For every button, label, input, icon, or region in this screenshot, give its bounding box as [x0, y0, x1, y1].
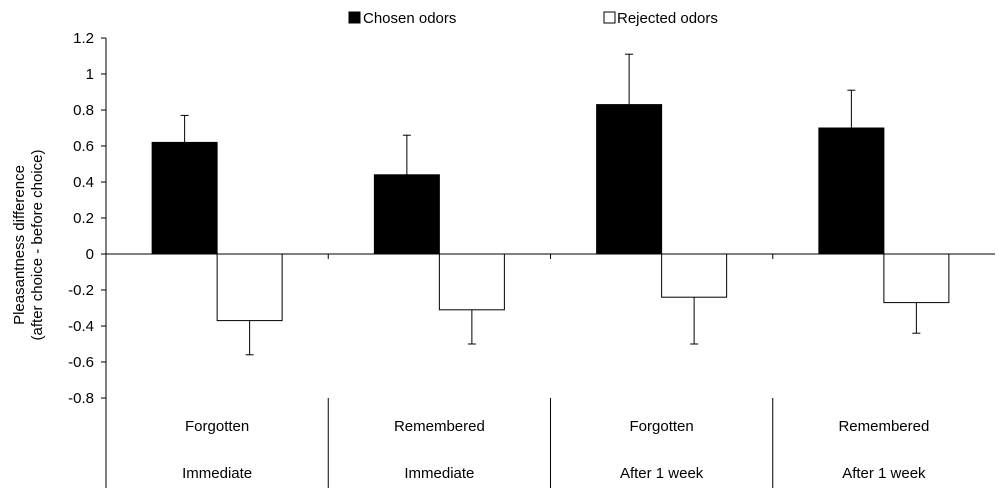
- y-tick-label: -0.2: [68, 282, 94, 299]
- y-tick-label: 0.6: [73, 138, 94, 155]
- legend: Chosen odors Rejected odors: [348, 10, 718, 27]
- legend-swatch-rejected-odors: [603, 11, 616, 24]
- category-labels: Forgotten Immediate Remembered Immediate For…: [182, 418, 929, 482]
- bar-chosen-odors: [373, 174, 440, 255]
- category-sub-label: Forgotten: [630, 418, 694, 435]
- y-tick-label: 0.2: [73, 210, 94, 227]
- legend-label-rejected-odors: Rejected odors: [617, 10, 718, 27]
- category-group-label: Immediate: [404, 465, 474, 482]
- bar-chosen-odors: [818, 127, 885, 255]
- error-bars: [180, 53, 921, 356]
- y-tick-label: 1.2: [73, 30, 94, 47]
- legend-swatch-chosen-odors: [348, 11, 361, 24]
- y-tick-label: -0.6: [68, 354, 94, 371]
- category-sub-label: Remembered: [394, 418, 485, 435]
- bar-chosen-odors: [596, 104, 663, 255]
- bar-rejected-odors: [661, 253, 728, 298]
- axes: [105, 38, 995, 488]
- y-tick-label: -0.8: [68, 390, 94, 407]
- category-sub-label: Forgotten: [185, 418, 249, 435]
- y-tick-label: 0: [86, 246, 94, 263]
- y-tick-label: -0.4: [68, 318, 94, 335]
- y-tick-label: 0.8: [73, 102, 94, 119]
- category-separators: [327, 254, 774, 488]
- bar-rejected-odors: [216, 253, 283, 322]
- bar-rejected-odors: [438, 253, 505, 311]
- y-axis-title-line1: Pleasantness difference: [11, 165, 28, 325]
- bar-chosen-odors: [151, 141, 218, 255]
- y-tick-label: 0.4: [73, 174, 94, 191]
- category-group-label: Immediate: [182, 465, 252, 482]
- y-tick-label: 1: [86, 66, 94, 83]
- category-sub-label: Remembered: [838, 418, 929, 435]
- legend-label-chosen-odors: Chosen odors: [363, 10, 456, 27]
- y-axis-title: Pleasantness difference (after choice - …: [11, 150, 46, 341]
- bar-rejected-odors: [883, 253, 950, 304]
- y-axis-ticks: 1.2 1 0.8 0.6 0.4 0.2 0 -0.2 -0.4 -0.6 -0.8: [68, 30, 106, 407]
- category-group-label: After 1 week: [620, 465, 704, 482]
- bars: [151, 104, 950, 322]
- category-group-label: After 1 week: [842, 465, 926, 482]
- y-axis-title-line2: (after choice - before choice): [29, 150, 46, 341]
